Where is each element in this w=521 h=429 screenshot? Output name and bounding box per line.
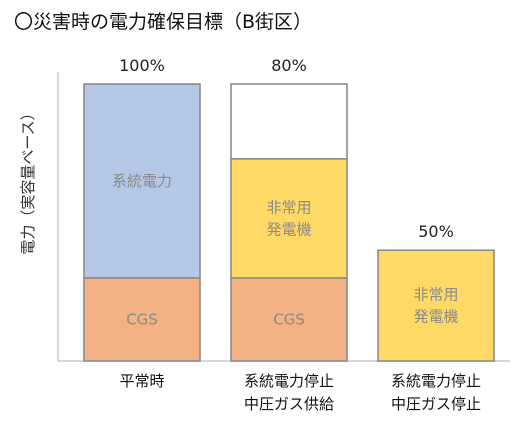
category-label-2-1: 中圧ガス停止 [391,395,481,413]
segment-label-2-0-0: 非常用 [413,286,458,304]
segment-label-0-1-0: 系統電力 [112,172,172,190]
bar-total-label-1: 80% [271,56,307,75]
category-label-2-0: 系統電力停止 [391,372,481,390]
segment-label-0-0-0: CGS [126,310,158,328]
category-label-1-0: 系統電力停止 [244,372,334,390]
bar-segment-0-1 [83,83,201,279]
bars [83,83,495,362]
segment-label-1-0-0: CGS [273,310,305,328]
segment-label-2-0-1: 発電機 [413,308,458,326]
bar-segment-1-1 [230,157,348,279]
bar-segment-0-0 [83,277,201,362]
chart-title: 〇災害時の電力確保目標（B街区） [14,11,312,33]
labels: CGS系統電力100%平常時CGS非常用発電機80%系統電力停止中圧ガス供給非常… [112,56,481,413]
segment-label-1-1-1: 発電機 [266,220,311,238]
category-label-1-1: 中圧ガス供給 [244,395,334,413]
segment-label-1-1-0: 非常用 [266,198,311,216]
bar-segment-1-2 [230,83,348,160]
y-axis-label-text: 電力（実容量ベース） [19,105,37,254]
bar-segment-1-0 [230,277,348,362]
bar-segment-2-0 [377,249,495,362]
y-axis-label: 電力（実容量ベース） [19,105,37,254]
category-label-0-0: 平常時 [119,372,164,390]
bar-total-label-0: 100% [119,56,165,75]
bar-total-label-2: 50% [418,222,454,241]
